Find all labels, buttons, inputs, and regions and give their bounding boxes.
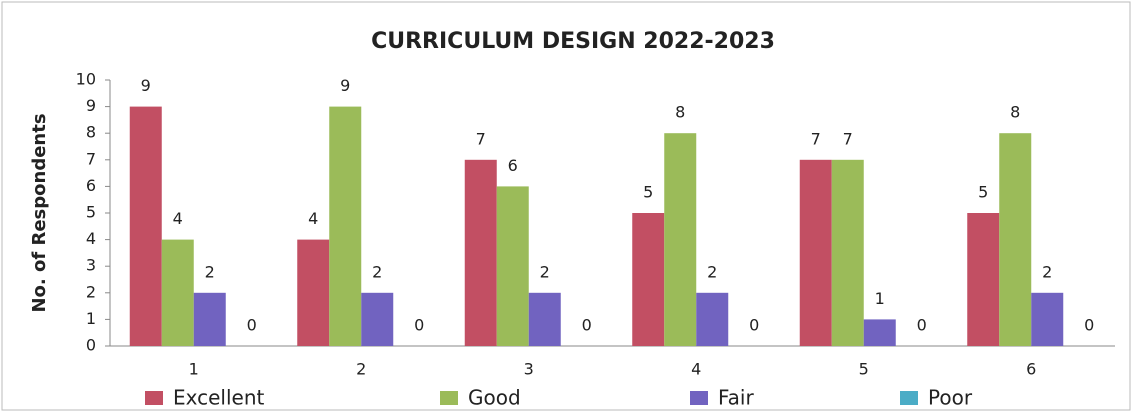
data-label: 4 <box>173 209 183 228</box>
y-tick-label: 10 <box>76 70 96 89</box>
data-label: 2 <box>707 262 717 281</box>
legend-label: Fair <box>718 386 754 410</box>
bar <box>831 159 864 346</box>
x-tick-label: 4 <box>691 360 701 379</box>
bar <box>129 106 162 346</box>
data-label: 5 <box>643 183 653 202</box>
data-label: 0 <box>917 316 927 335</box>
x-tick-label: 5 <box>859 360 869 379</box>
y-tick-label: 8 <box>86 123 96 142</box>
x-tick-label: 1 <box>189 360 199 379</box>
data-label: 0 <box>414 316 424 335</box>
data-label: 7 <box>476 129 486 148</box>
data-label: 2 <box>1042 262 1052 281</box>
legend-swatch <box>900 391 918 405</box>
data-label: 0 <box>1084 316 1094 335</box>
legend-swatch <box>690 391 708 405</box>
chart-title: CURRICULUM DESIGN 2022-2023 <box>371 29 775 54</box>
data-label: 4 <box>308 209 318 228</box>
bar <box>528 292 561 346</box>
data-label: 9 <box>141 76 151 95</box>
legend-label: Poor <box>928 386 973 410</box>
data-label: 0 <box>749 316 759 335</box>
y-tick-label: 6 <box>86 176 96 195</box>
data-label: 7 <box>843 129 853 148</box>
legend-swatch <box>145 391 163 405</box>
bar <box>496 186 529 346</box>
legend-label: Good <box>468 386 521 410</box>
data-label: 2 <box>540 262 550 281</box>
x-tick-label: 2 <box>356 360 366 379</box>
legend-label: Excellent <box>173 386 265 410</box>
bar <box>161 239 194 346</box>
bar <box>361 292 394 346</box>
legend-swatch <box>440 391 458 405</box>
bar <box>696 292 729 346</box>
bar <box>1031 292 1064 346</box>
bar <box>664 133 697 346</box>
data-label: 2 <box>205 262 215 281</box>
y-tick-label: 0 <box>86 336 96 355</box>
bar <box>297 239 330 346</box>
chart-frame <box>1 1 1131 411</box>
bar <box>863 319 896 346</box>
data-label: 9 <box>340 76 350 95</box>
bar <box>967 213 1000 346</box>
bar <box>632 213 665 346</box>
bar <box>464 159 497 346</box>
y-tick-label: 2 <box>86 282 96 301</box>
y-tick-label: 7 <box>86 149 96 168</box>
data-label: 8 <box>1010 103 1020 122</box>
y-tick-label: 1 <box>86 309 96 328</box>
data-label: 7 <box>811 129 821 148</box>
data-label: 8 <box>675 103 685 122</box>
data-label: 0 <box>582 316 592 335</box>
y-tick-label: 9 <box>86 96 96 115</box>
data-label: 5 <box>978 183 988 202</box>
data-label: 0 <box>247 316 257 335</box>
y-tick-label: 5 <box>86 203 96 222</box>
bar <box>999 133 1032 346</box>
y-tick-label: 4 <box>86 229 96 248</box>
bar <box>799 159 832 346</box>
bar <box>193 292 226 346</box>
data-label: 2 <box>372 262 382 281</box>
y-axis-label: No. of Respondents <box>29 113 50 312</box>
data-label: 6 <box>508 156 518 175</box>
x-tick-label: 6 <box>1026 360 1036 379</box>
data-label: 1 <box>875 289 885 308</box>
x-tick-label: 3 <box>524 360 534 379</box>
bar <box>329 106 362 346</box>
y-tick-label: 3 <box>86 256 96 275</box>
